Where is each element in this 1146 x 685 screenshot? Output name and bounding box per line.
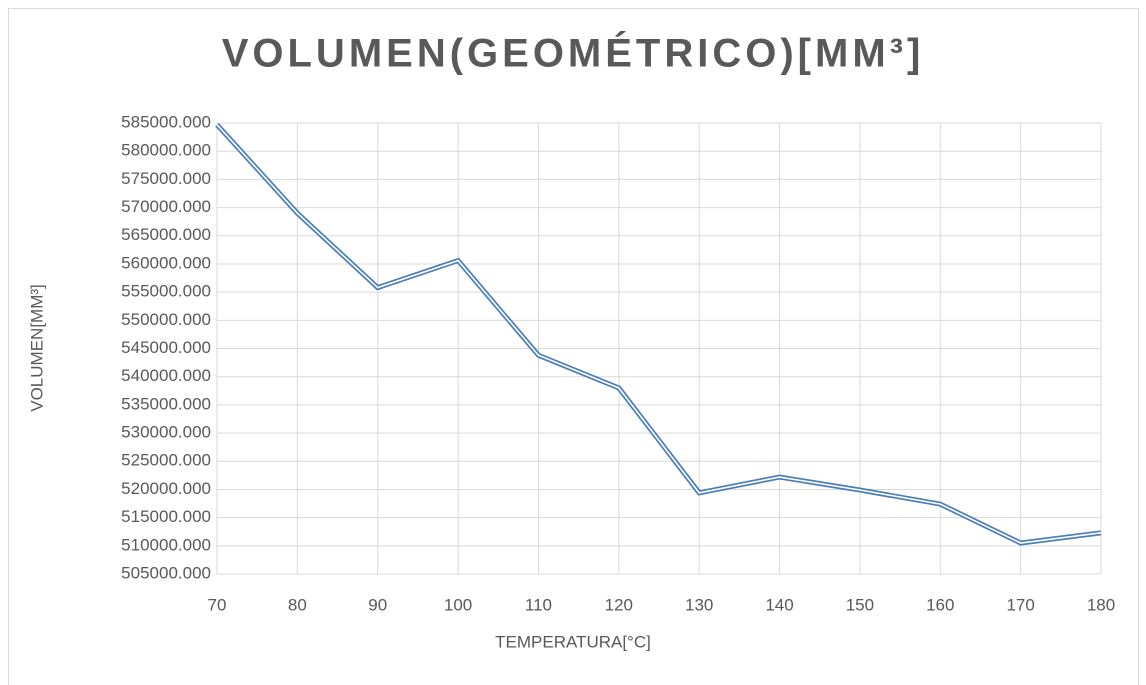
chart-frame (8, 8, 1139, 685)
x-tick-label: 70 (208, 595, 227, 614)
x-tick-label: 90 (368, 595, 387, 614)
x-axis-title: TEMPERATURA[°C] (495, 632, 651, 651)
y-tick-label: 530000.000 (121, 423, 211, 442)
x-tick-label: 100 (444, 595, 472, 614)
y-tick-label: 525000.000 (121, 451, 211, 470)
x-tick-label: 180 (1087, 595, 1115, 614)
y-tick-label: 515000.000 (121, 507, 211, 526)
y-tick-label: 555000.000 (121, 282, 211, 301)
x-tick-label: 130 (685, 595, 713, 614)
x-tick-label: 170 (1006, 595, 1034, 614)
chart-title: VOLUMEN(GEOMÉTRICO)[MM³] (222, 31, 925, 76)
y-tick-label: 540000.000 (121, 366, 211, 385)
y-tick-label: 570000.000 (121, 197, 211, 216)
y-tick-label: 585000.000 (121, 112, 211, 131)
x-tick-label: 150 (846, 595, 874, 614)
y-tick-label: 565000.000 (121, 225, 211, 244)
x-tick-label: 110 (525, 595, 552, 614)
y-tick-label: 575000.000 (121, 169, 211, 188)
y-tick-label: 505000.000 (121, 563, 211, 582)
y-tick-label: 550000.000 (121, 310, 211, 329)
y-axis-title: VOLUMEN[MM³] (27, 284, 46, 412)
y-tick-label: 560000.000 (121, 253, 211, 272)
x-tick-label: 140 (765, 595, 793, 614)
line-series-inner (216, 124, 1102, 544)
y-tick-label: 535000.000 (121, 394, 211, 413)
x-tick-label: 120 (605, 595, 633, 614)
y-tick-label: 545000.000 (121, 338, 211, 357)
y-tick-label: 580000.000 (121, 141, 211, 160)
x-tick-label: 80 (288, 595, 307, 614)
y-tick-label: 510000.000 (121, 535, 211, 554)
y-tick-label: 520000.000 (121, 479, 211, 498)
x-tick-label: 160 (926, 595, 954, 614)
